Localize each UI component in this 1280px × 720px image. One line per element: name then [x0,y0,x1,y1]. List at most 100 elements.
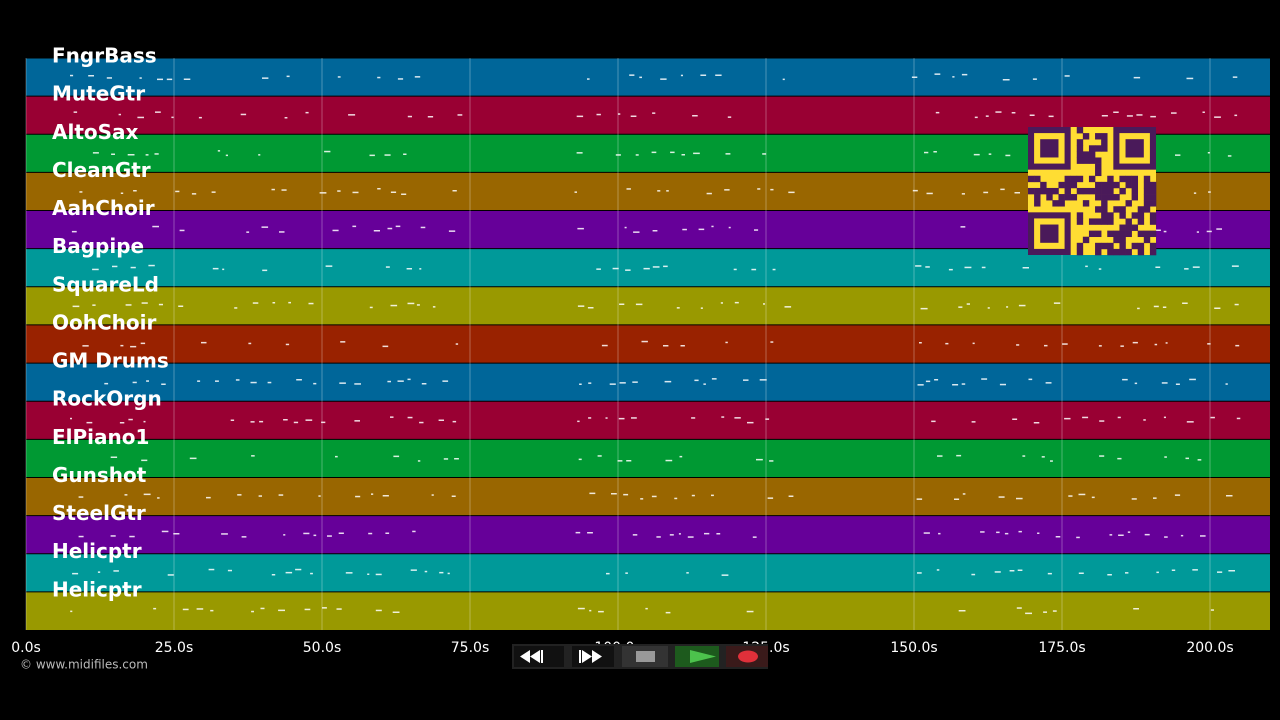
note [419,421,424,424]
note [716,533,721,535]
note [954,498,960,500]
note [1156,571,1159,574]
qr-cell [1095,242,1102,250]
qr-cell [1119,242,1126,250]
track-band [26,553,1270,592]
stop-button[interactable] [622,646,668,667]
note [589,609,592,612]
note [1091,496,1095,499]
note [1165,342,1168,344]
qr-cell [1137,206,1145,213]
note [933,151,937,153]
note [601,344,608,347]
qr-cell [1113,181,1120,189]
note [1076,536,1080,539]
note [112,265,118,268]
note [934,73,941,75]
note [1064,417,1071,420]
note [617,460,623,462]
note [146,380,149,382]
note [222,268,225,271]
note [1180,534,1184,537]
note [420,226,426,229]
note [578,458,582,461]
qr-cell [1101,242,1108,250]
note [657,190,661,192]
note [407,378,411,381]
note [1137,307,1140,310]
note [241,536,247,538]
note [1113,111,1119,113]
note [259,420,264,423]
qr-cell [1052,200,1059,207]
qr-code [1028,127,1157,256]
note [125,304,132,306]
note [401,193,407,195]
note [597,455,602,457]
qr-cell [1107,175,1114,183]
note [1134,382,1138,385]
note [284,117,288,119]
note [1053,302,1061,304]
track-labels: FngrBass MuteGtr AltoSax CleanGtr AahChoir Ba… [52,44,169,602]
note [1004,532,1009,535]
qr-cell [1064,187,1071,195]
note [182,608,189,611]
qr-cell [1131,242,1139,250]
qr-cell [1088,175,1096,183]
note [1186,421,1194,423]
qr-cell [1082,151,1090,158]
note [201,341,207,344]
note [711,225,714,228]
note [382,345,389,348]
note [412,530,416,533]
play-button[interactable] [675,646,719,667]
note [663,265,668,268]
note [1122,378,1128,381]
note [110,456,118,458]
note [92,268,99,271]
note [1235,344,1240,347]
track-label: CleanGtr [52,158,151,182]
note [410,569,417,571]
qr-cell [1113,194,1120,201]
qr-cell [1119,224,1126,231]
note [161,383,166,385]
note [424,570,428,573]
note [419,268,422,270]
note [395,225,401,228]
note [97,571,101,573]
note [686,572,689,574]
note [937,455,943,457]
fast-forward-button[interactable] [572,646,614,667]
note [1175,383,1180,385]
qr-cell [1076,127,1084,134]
note [1029,114,1035,116]
qr-cell [1107,218,1114,225]
note [1226,495,1233,497]
note [367,573,370,575]
note [431,494,434,496]
record-button[interactable] [726,646,768,667]
track-band [26,515,1270,554]
note [79,191,83,193]
note [1225,383,1228,385]
note [1182,302,1188,304]
rewind-button[interactable] [514,646,564,667]
note [285,571,293,574]
track-label: OohChoir [52,310,156,334]
note [92,152,99,154]
note [319,192,327,194]
qr-cell [1101,145,1108,152]
note [352,191,359,194]
track-label: FngrBass [52,44,157,68]
qr-cell [1107,248,1114,256]
qr-cell [1125,181,1132,189]
qr-cell [1101,139,1108,146]
note [119,422,125,424]
note [973,153,980,156]
note [643,267,650,270]
qr-cell [1040,181,1047,189]
note [680,74,683,77]
track-label: Helicptr [52,539,142,563]
